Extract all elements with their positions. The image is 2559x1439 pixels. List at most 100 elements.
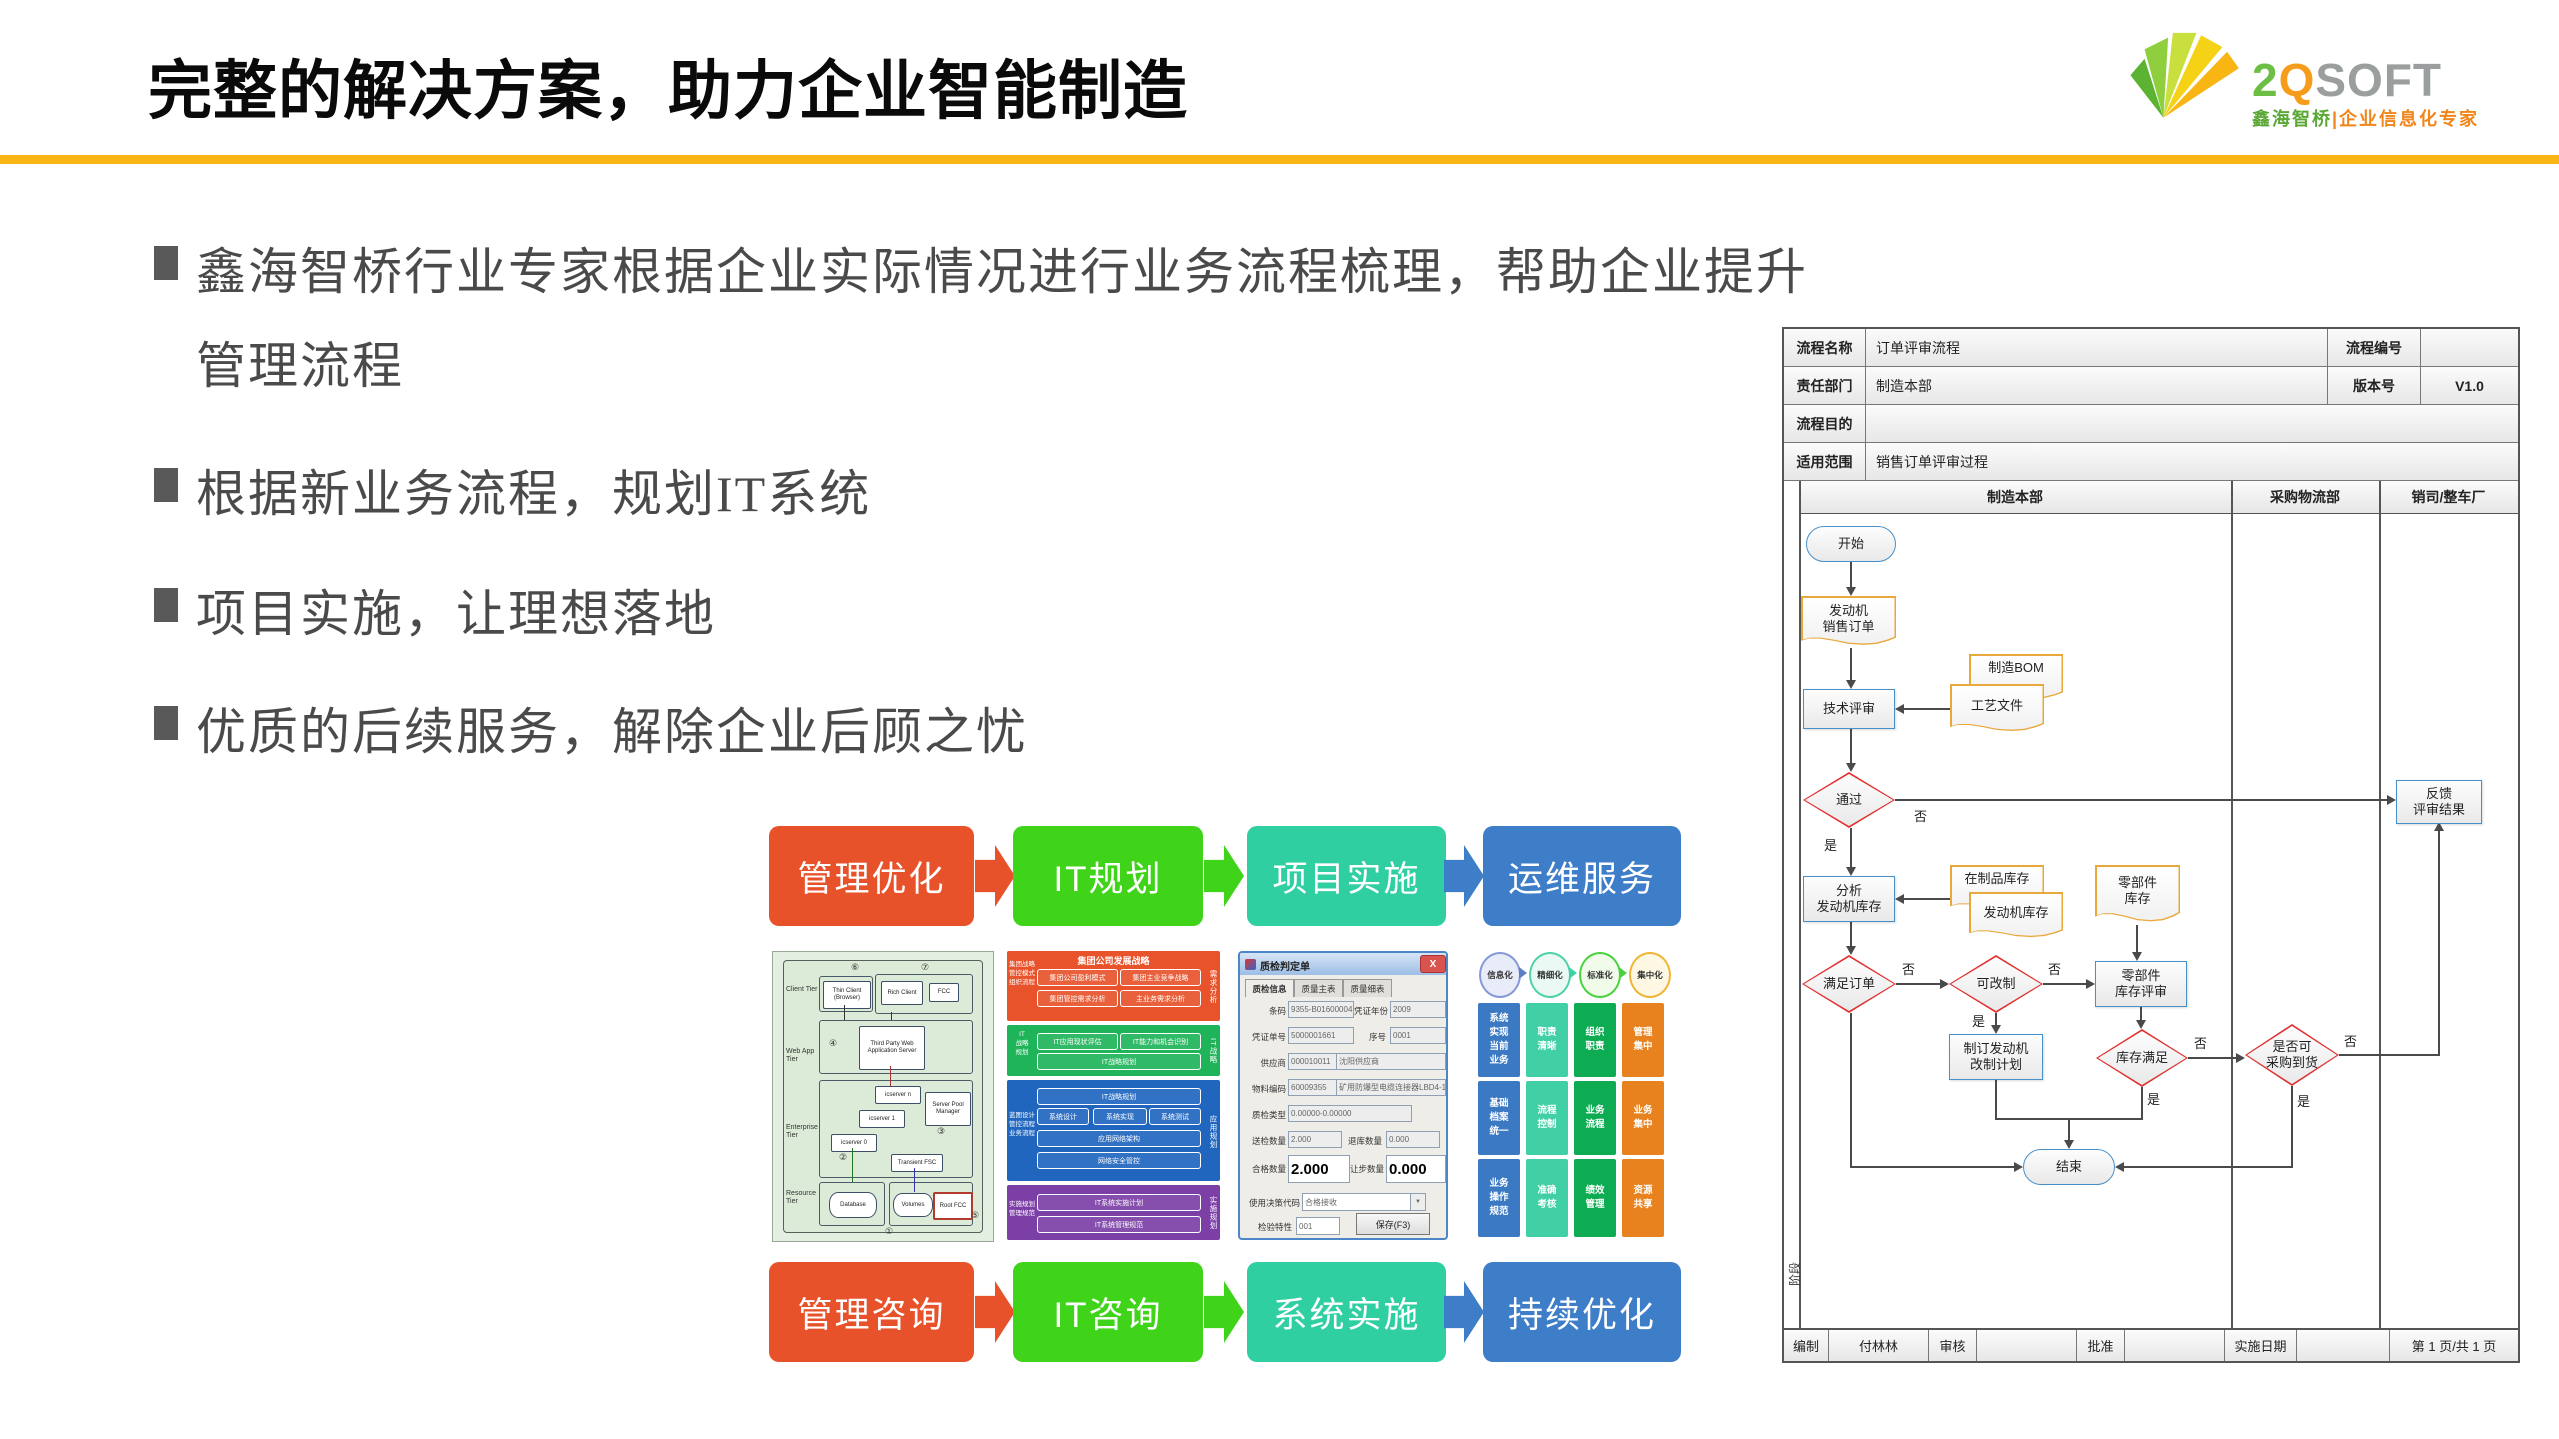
circle-refinement: 精细化 [1529,952,1571,998]
flow-edge [1896,983,1944,985]
rich-client-group [875,974,973,1014]
info-row: 流程名称 订单评审流程 流程编号 [1784,329,2518,367]
feedback-node: 反馈 评审结果 [2396,780,2482,824]
arrow-right-icon [975,1281,1015,1343]
it-framework-thumbnail: 集团战略 管控模式 组织流程 需求分析 集团公司发展战略 集团公司盈利模式 集团… [1007,951,1220,1240]
lane-manufacturing: 制造本部 [1799,481,2231,514]
arrow-left-icon [1895,704,1904,714]
arrow-down-icon [1846,763,1856,772]
framework-box: 应用网络架构 [1037,1130,1201,1147]
bullet-square [154,706,178,740]
server-pool-manager-box: Server Pool Manager [925,1092,971,1126]
field-label: 条码 [1268,1006,1286,1016]
dropdown-arrow-icon: ▼ [1410,1193,1426,1211]
info-value: 制造本部 [1866,367,2328,405]
parts-review-node: 零部件 库存评审 [2095,961,2187,1007]
flow-edge [1850,562,1852,592]
flow-edge [2438,824,2440,1056]
arrow-down-icon [2136,1020,2146,1029]
icserver-0-box: icserver 0 [831,1134,877,1152]
field-label: 使用决策代码 [1248,1198,1300,1208]
circle-standardization: 标准化 [1579,952,1621,998]
decision-label: 是否可 采购到货 [2265,1038,2318,1070]
framework-band-strategy: 集团战略 管控模式 组织流程 需求分析 集团公司发展战略 集团公司盈利模式 集团… [1007,951,1220,1021]
flow-edge [1897,708,1950,710]
step-continuous-optimization: 持续优化 [1483,1262,1681,1362]
circle-informatization: 信息化 [1479,952,1521,998]
qc-dialog-thumbnail: 质检判定单 X 质检信息 质量主表 质量细表 条码 9355-B01600004… [1238,951,1448,1240]
info-label: 流程名称 [1784,329,1866,367]
step-project-implementation: 项目实施 [1247,826,1446,926]
tab-qc-info: 质检信息 [1245,979,1294,997]
bullet-square [154,468,178,502]
logo-text: 2QSOFT 鑫海智桥|企业信息化专家 [2252,57,2479,131]
band-left-label: 蓝图设计 管控流程 业务流程 [1009,1112,1035,1137]
volumes-cylinder: Volumes [893,1193,933,1217]
circled-number: ⑥ [851,962,860,972]
arrow-right-icon [1619,967,1627,979]
seq-field: 0001 [1390,1027,1446,1044]
attr-field: 001 [1296,1217,1340,1235]
framework-band-blueprint: 蓝图设计 管控流程 业务流程 应用规划 IT战略规划 系统设计 系统实现 系统测… [1007,1080,1220,1181]
dialog-title: 质检判定单 [1260,962,1310,973]
matrix-cell: 组织 职责 [1574,1003,1616,1077]
fcc-box: FCC [929,983,959,1002]
lane-purchasing-logistics: 采购物流部 [2231,481,2379,514]
transient-fsc-box: Transient FSC [891,1154,943,1172]
info-row: 流程目的 [1784,405,2518,443]
order-review-flowchart: 流程名称 订单评审流程 流程编号 责任部门 制造本部 版本号 V1.0 流程目的… [1782,327,2520,1363]
lane-divider [2379,481,2381,1330]
bullet-1-line-2: 管理流程 [196,338,404,394]
parts-inventory-document [2095,865,2180,922]
field-label: 质检类型 [1251,1110,1286,1120]
engine-inventory-document [1969,892,2063,938]
circled-number: ④ [829,1038,838,1048]
edge-label-no: 否 [1902,962,1916,977]
pass-qty-field: 2.000 [1288,1155,1350,1183]
arrow-down-icon [1846,680,1856,689]
connector-line [891,1012,892,1020]
framework-box: IT系统管理规范 [1037,1216,1201,1233]
info-label: 责任部门 [1784,367,1866,405]
tab-quality-detail: 质量细表 [1343,979,1392,997]
matrix-cell: 准确 考核 [1526,1159,1568,1237]
doc-label: 工艺文件 [1970,697,2023,713]
flow-edge [1895,799,2392,801]
info-label: 适用范围 [1784,443,1866,481]
bullet-square [154,246,178,280]
edge-label-no: 否 [1914,809,1928,824]
arrow-right-icon [1444,845,1484,907]
concession-qty-field: 0.000 [1386,1155,1446,1183]
field-label: 送检数量 [1251,1136,1286,1146]
tier-label: Enterprise Tier [786,1124,818,1140]
title-accent-rule [0,155,2559,164]
bullet-1-line-1: 鑫海智桥行业专家根据企业实际情况进行业务流程梳理，帮助企业提升 [196,244,1808,300]
info-value: 订单评审流程 [1866,329,2328,367]
field-label: 合格数量 [1251,1164,1286,1174]
company-logo: 2QSOFT 鑫海智桥|企业信息化专家 [2128,14,2538,131]
framework-box: 系统测试 [1149,1108,1201,1125]
flow-edge [2141,1087,2143,1120]
doc-label: 发动机库存 [1983,904,2049,920]
arrow-right-icon [1204,1281,1244,1343]
step-management-consulting: 管理咨询 [769,1262,974,1362]
edge-label-yes: 是 [2297,1094,2311,1109]
save-button: 保存(F3) [1356,1213,1430,1235]
band-left-label: IT 战略 规划 [1015,1031,1029,1056]
arrow-down-icon [1846,587,1856,596]
decision-label: 库存满足 [2115,1049,2168,1065]
connector-line [914,1168,915,1192]
info-label: 流程编号 [2328,329,2421,367]
edge-label-no: 否 [2048,962,2062,977]
flow-edge [2117,1166,2292,1168]
framework-band-it-strategy: IT 战略 规划 IT战略 IT应用现状评估 IT能力和机会识别 IT战略规划 [1007,1025,1220,1076]
step-it-consulting: IT咨询 [1013,1262,1203,1362]
process-file-document [1950,684,2044,731]
brand-name: 2QSOFT [2252,54,2443,106]
webapp-group [819,1020,973,1074]
arrow-right-icon [2086,979,2095,989]
framework-box: 系统实现 [1093,1108,1147,1125]
footer-row: 编制 付林林 审核 批准 实施日期 第 1 页/共 1 页 [1784,1330,2518,1361]
footer-label: 编制 [1784,1330,1829,1361]
